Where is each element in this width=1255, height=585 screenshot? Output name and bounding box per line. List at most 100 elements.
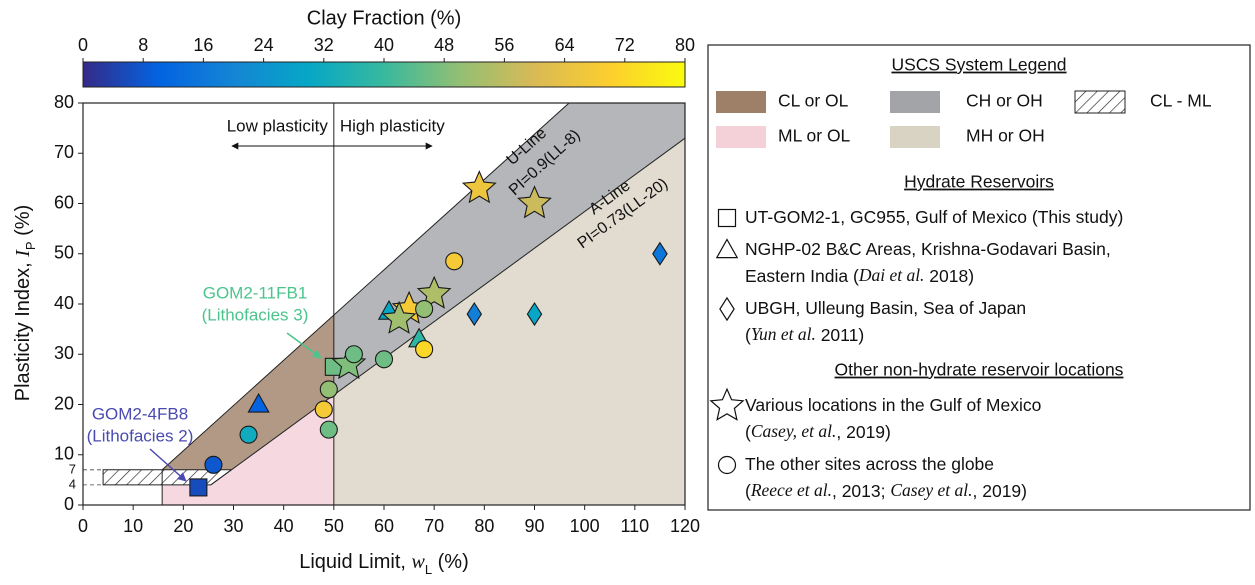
reference-label: 7: [69, 461, 76, 476]
legend-label: CL - ML: [1150, 91, 1212, 111]
text-part: NGHP-02 B&C Areas, Krishna-Godavari Basi…: [745, 239, 1111, 259]
y-tick-label: 30: [54, 343, 74, 363]
colorbar-tick-label: 32: [314, 35, 334, 55]
legend-item-text: UT-GOM2-1, GC955, Gulf of Mexico (This s…: [745, 207, 1123, 227]
x-tick-label: 30: [223, 516, 243, 536]
legend-swatch: [716, 91, 766, 113]
x-tick-label: 50: [324, 516, 344, 536]
legend-marker: [715, 238, 739, 259]
legend-label: ML or OL: [778, 126, 851, 146]
text-part: 2011): [816, 325, 864, 345]
text-part: Various locations in the Gulf of Mexico: [745, 395, 1041, 415]
y-axis-label: Plasticity Index, IP (%): [12, 205, 38, 402]
text-part: (%): [12, 205, 34, 242]
legend-swatch: [890, 91, 940, 113]
x-axis-label: Liquid Limit, wL (%): [299, 551, 469, 577]
point-star: [461, 170, 497, 204]
colorbar-tick-label: 72: [615, 35, 635, 55]
point-circle: [319, 380, 338, 399]
point-circle: [344, 345, 363, 364]
text-part: The other sites across the globe: [745, 454, 994, 474]
point-circle: [415, 340, 434, 359]
colorbar-tick-label: 48: [434, 35, 454, 55]
legend-item-text: The other sites across the globe: [745, 454, 994, 474]
x-tick-label: 60: [374, 516, 394, 536]
legend-item-text: (Casey, et al., 2019): [745, 421, 891, 442]
y-tick-label: 80: [54, 92, 74, 112]
y-tick-label: 70: [54, 142, 74, 162]
legend-swatch: [1074, 90, 1126, 114]
point-circle: [204, 455, 223, 474]
x-tick-label: 100: [570, 516, 600, 536]
x-tick-label: 10: [123, 516, 143, 536]
annotation: GOM2-4FB8: [92, 404, 188, 423]
point-star: [381, 300, 417, 334]
legend-title: USCS System Legend: [891, 55, 1066, 75]
point-triangle: [247, 392, 270, 413]
italic-text: Reece et al.: [750, 480, 832, 500]
y-tick-label: 10: [54, 444, 74, 464]
y-tick-label: 20: [54, 393, 74, 413]
text-part: UT-GOM2-1, GC955, Gulf of Mexico (This s…: [745, 207, 1123, 227]
legend-box: [707, 44, 1251, 511]
text-part: UBGH, Ulleung Basin, Sea of Japan: [745, 298, 1026, 318]
y-tick-label: 60: [54, 192, 74, 212]
point-diamond: [526, 301, 543, 327]
text-part: (%): [432, 551, 469, 573]
point-circle: [314, 400, 333, 419]
legend-item-text: (Reece et al., 2013; Casey et al., 2019): [745, 480, 1027, 501]
italic-text: Casey, et al.: [751, 421, 837, 441]
legend-section-title: Other non-hydrate reservoir locations: [835, 360, 1124, 380]
colorbar-title: Clay Fraction (%): [307, 7, 461, 29]
x-tick-label: 0: [78, 516, 88, 536]
colorbar-tick-label: 8: [138, 35, 148, 55]
annotation: (Lithofacies 2): [87, 426, 194, 445]
legend-label: CH or OH: [966, 91, 1043, 111]
colorbar-tick-label: 40: [374, 35, 394, 55]
x-tick-label: 70: [424, 516, 444, 536]
italic-text: Dai et al.: [858, 265, 925, 285]
annotation: GOM2-11FB1: [203, 283, 308, 302]
annotation-arrow: [286, 332, 322, 359]
point-diamond: [466, 301, 483, 327]
text-part: Plasticity Index,: [12, 257, 34, 402]
colorbar-tick-label: 24: [254, 35, 274, 55]
colorbar-tick-label: 0: [78, 35, 88, 55]
y-tick-label: 40: [54, 293, 74, 313]
text-part: L: [425, 562, 432, 577]
x-tick-label: 120: [670, 516, 700, 536]
text-part: P: [23, 241, 38, 250]
point-square: [189, 478, 208, 497]
legend-marker: [709, 387, 745, 421]
a-line: [210, 137, 686, 486]
legend-marker: [717, 208, 737, 228]
legend-item-text: NGHP-02 B&C Areas, Krishna-Godavari Basi…: [745, 239, 1111, 259]
y-tick-label: 0: [64, 494, 74, 514]
text-part: Eastern India (: [745, 266, 859, 286]
italic-text: w: [412, 551, 426, 573]
legend-swatch: [716, 126, 766, 148]
point-diamond: [652, 241, 668, 266]
text-part: , 2019): [836, 422, 890, 442]
x-tick-label: 40: [274, 516, 294, 536]
reference-label: 4: [69, 476, 76, 491]
colorbar: [82, 61, 686, 88]
legend-swatch: [890, 126, 940, 148]
x-tick-label: 80: [474, 516, 494, 536]
zone-region: [333, 103, 685, 395]
legend-item-text: (Yun et al. 2011): [745, 324, 864, 345]
italic-text: I: [12, 249, 34, 258]
point-circle: [374, 350, 394, 369]
point-circle: [239, 425, 258, 444]
legend-section-title: Hydrate Reservoirs: [904, 172, 1054, 192]
x-tick-label: 110: [620, 516, 649, 536]
legend-item-text: Various locations in the Gulf of Mexico: [745, 395, 1041, 415]
y-tick-label: 50: [54, 243, 74, 263]
colorbar-tick-label: 16: [193, 35, 213, 55]
point-circle: [415, 299, 434, 319]
legend-label: CL or OL: [778, 91, 849, 111]
italic-text: Yun et al.: [751, 324, 816, 344]
u-line: [161, 102, 570, 471]
colorbar-tick-label: 64: [555, 35, 575, 55]
